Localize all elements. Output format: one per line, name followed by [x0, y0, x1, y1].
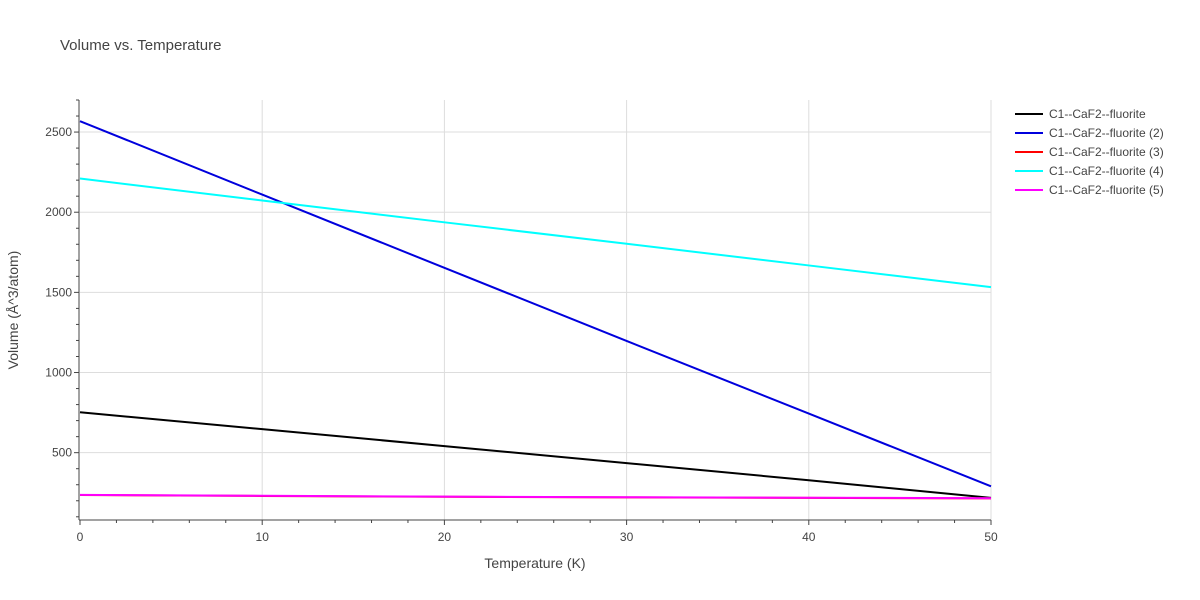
y-tick-label: 2000 — [45, 205, 72, 219]
x-tick-label: 20 — [438, 530, 452, 544]
y-tick-label: 1000 — [45, 366, 72, 380]
plot-area — [79, 120, 992, 500]
series-line-2 — [79, 120, 992, 488]
x-tick-label: 30 — [620, 530, 634, 544]
series-line-1 — [79, 411, 992, 499]
x-axis-title: Temperature (K) — [484, 555, 585, 571]
y-axis-title: Volume (Å^3/atom) — [5, 251, 21, 370]
legend: C1--CaF2--fluorite C1--CaF2--fluorite (2)… — [1015, 107, 1164, 197]
legend-label-4: C1--CaF2--fluorite (4) — [1049, 164, 1164, 178]
x-tick-label: 0 — [77, 530, 84, 544]
y-tick-label: 500 — [52, 446, 72, 460]
chart-title: Volume vs. Temperature — [60, 37, 221, 54]
y-tick-label: 1500 — [45, 285, 72, 299]
legend-label-3: C1--CaF2--fluorite (3) — [1049, 145, 1164, 159]
series-line-4 — [79, 177, 992, 289]
legend-label-5: C1--CaF2--fluorite (5) — [1049, 183, 1164, 197]
grid — [80, 100, 992, 520]
x-tick-label: 50 — [984, 530, 998, 544]
series-line-5 — [79, 493, 992, 500]
y-tick-label: 2500 — [45, 125, 72, 139]
x-tick-label: 10 — [256, 530, 270, 544]
legend-label-1: C1--CaF2--fluorite — [1049, 107, 1146, 121]
axes: 0 10 20 30 40 50 500 1000 1500 2000 2500 — [45, 99, 998, 544]
x-tick-label: 40 — [802, 530, 816, 544]
legend-label-2: C1--CaF2--fluorite (2) — [1049, 126, 1164, 140]
